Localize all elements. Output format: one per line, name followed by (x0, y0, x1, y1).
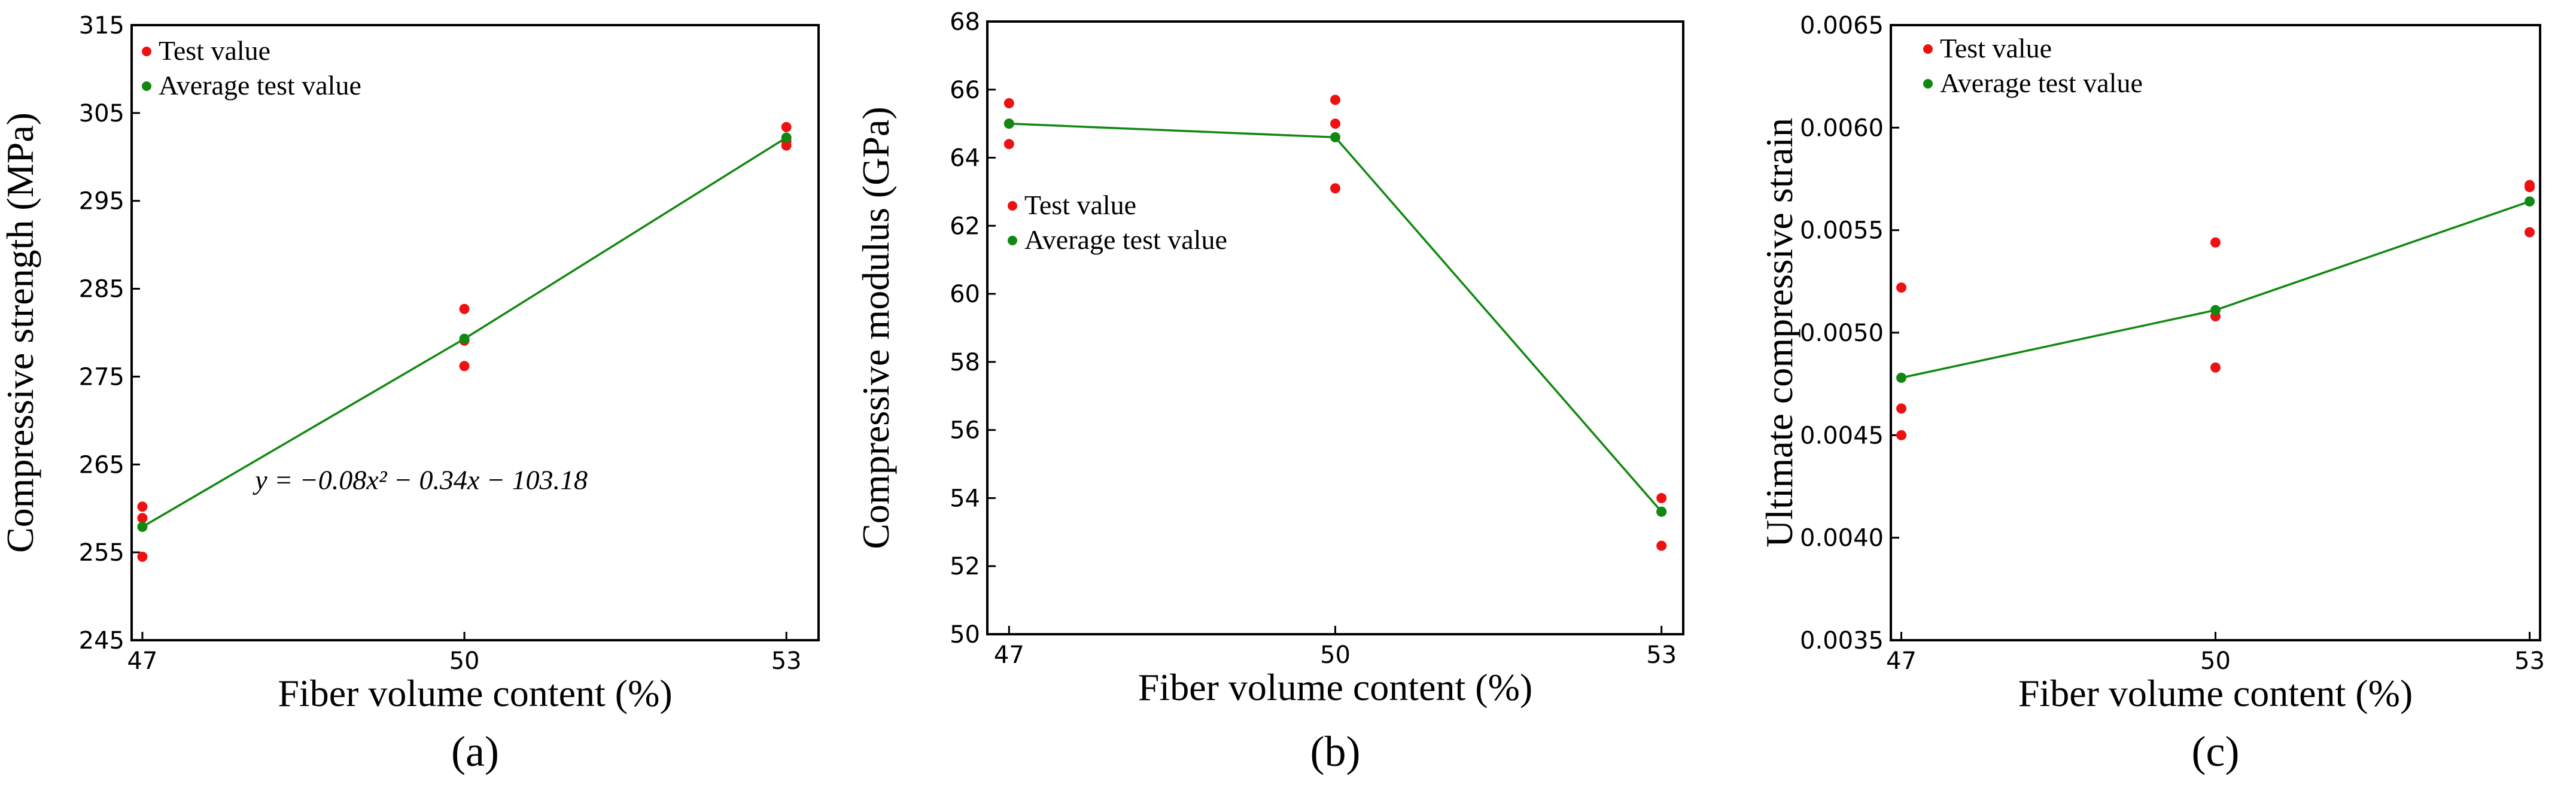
test-point (1656, 492, 1667, 503)
test-point (137, 513, 148, 524)
y-tick-label: 0.0045 (1800, 422, 1884, 449)
y-tick-label: 0.0035 (1800, 627, 1884, 655)
test-point (1330, 183, 1340, 194)
x-tick-label: 53 (2514, 647, 2545, 675)
legend-marker-average (1008, 236, 1017, 245)
test-point (1330, 118, 1340, 129)
average-point (1656, 506, 1667, 517)
average-line (1009, 122, 1662, 513)
plot-frame (986, 20, 1684, 635)
test-point (1656, 540, 1667, 551)
x-tick-label: 50 (1320, 641, 1351, 669)
x-tick-label: 47 (1886, 647, 1917, 675)
legend-label-test: Test value (1024, 190, 1136, 220)
y-tick-label: 275 (79, 363, 124, 391)
test-point (781, 121, 792, 132)
test-point (459, 303, 470, 314)
y-tick-label: 245 (79, 627, 124, 655)
test-point (1896, 430, 1906, 440)
legend: Test value Average test value (142, 35, 361, 101)
y-tick-label: 62 (950, 212, 980, 240)
y-tick-label: 64 (950, 145, 980, 172)
y-tick-label: 0.0060 (1800, 114, 1884, 142)
average-point (1330, 132, 1340, 142)
y-tick-label: 0.0040 (1800, 525, 1884, 552)
legend-marker-average (1923, 79, 1933, 89)
y-axis-title: Ultimate compressive strain (1758, 118, 1801, 547)
test-point (2525, 227, 2535, 238)
legend-label-test: Test value (159, 35, 270, 66)
average-point (137, 522, 148, 533)
average-point (1896, 372, 1906, 383)
test-point (2210, 362, 2221, 373)
chart-panel-b: 50 52 54 56 58 60 62 64 66 68 47 50 53 Fiber volume c… (854, 8, 1684, 775)
chart-panel-a: 245 255 265 275 285 295 305 315 47 50 53 Fiber volu… (0, 12, 820, 775)
legend-label-test: Test value (1940, 33, 2052, 63)
y-tick-label: 66 (950, 77, 980, 104)
y-tick-label: 0.0050 (1800, 320, 1884, 347)
average-point (781, 132, 792, 143)
y-tick-label: 52 (950, 553, 980, 580)
y-tick-label: 0.0055 (1800, 217, 1884, 245)
y-tick-label: 50 (950, 621, 980, 649)
test-point (1896, 403, 1906, 414)
test-point (137, 551, 148, 562)
x-axis-title: Fiber volume content (%) (1138, 666, 1532, 708)
average-point (2210, 305, 2221, 315)
test-point (137, 501, 148, 512)
panel-label: (c) (2192, 728, 2240, 775)
y-tick-label: 285 (79, 276, 124, 303)
y-tick-label: 58 (950, 349, 980, 376)
panel-label: (a) (451, 728, 499, 775)
x-tick-label: 50 (449, 647, 480, 675)
test-point (2210, 237, 2221, 248)
legend-label-average: Average test value (1024, 224, 1227, 255)
y-tick-label: 315 (79, 12, 124, 39)
test-point (1896, 282, 1906, 293)
average-line (1901, 200, 2531, 379)
legend-marker-test (142, 47, 151, 56)
legend: Test value Average test value (1923, 33, 2143, 98)
test-point (459, 361, 470, 372)
test-point (2525, 182, 2535, 193)
legend-marker-test (1923, 44, 1933, 54)
x-tick-label: 53 (1646, 641, 1677, 669)
x-tick-label: 50 (2200, 647, 2231, 675)
y-axis-title: Compressive strength (MPa) (0, 112, 41, 553)
chart-panel-c: 0.0035 0.0040 0.0045 0.0050 0.0055 0.0060 0.00… (1758, 12, 2545, 775)
x-tick-label: 47 (127, 647, 157, 675)
y-tick-label: 265 (79, 451, 124, 479)
plot-frame (1890, 24, 2541, 641)
panel-label: (b) (1310, 728, 1361, 775)
y-tick-label: 54 (950, 485, 980, 512)
average-point (1003, 118, 1014, 129)
y-tick-label: 255 (79, 539, 124, 567)
x-axis-title: Fiber volume content (%) (2018, 672, 2413, 714)
y-tick-label: 68 (950, 8, 980, 36)
y-axis-title: Compressive modulus (GPa) (854, 107, 897, 549)
average-point (459, 333, 470, 344)
x-tick-label: 53 (771, 647, 802, 675)
legend-marker-test (1008, 201, 1017, 211)
legend-label-average: Average test value (159, 70, 361, 101)
legend-marker-average (142, 81, 151, 91)
test-point (1003, 98, 1014, 109)
y-tick-label: 295 (79, 188, 124, 215)
y-tick-label: 60 (950, 281, 980, 308)
y-tick-label: 305 (79, 100, 124, 127)
plot-frame (130, 24, 820, 641)
legend-label-average: Average test value (1940, 68, 2143, 98)
test-point (781, 140, 792, 151)
test-point (1330, 95, 1340, 105)
y-tick-label: 0.0065 (1800, 12, 1884, 39)
x-axis-title: Fiber volume content (%) (278, 672, 672, 714)
legend: Test value Average test value (1008, 190, 1227, 255)
average-point (2525, 196, 2535, 207)
y-tick-label: 56 (950, 417, 980, 445)
regression-equation: y = −0.08x² − 0.34x − 103.18 (253, 464, 588, 495)
test-point (1003, 139, 1014, 150)
x-tick-label: 47 (994, 641, 1024, 669)
